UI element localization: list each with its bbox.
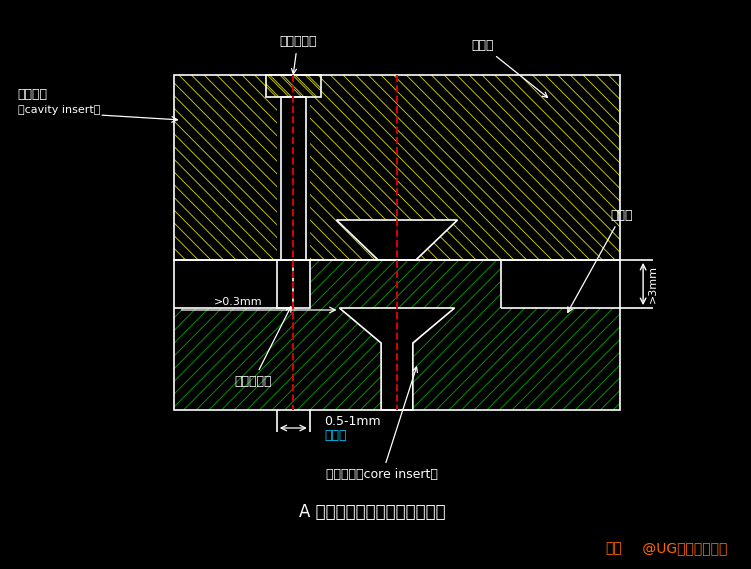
Bar <box>277 260 309 308</box>
Polygon shape <box>501 260 620 308</box>
Text: 母模仁: 母模仁 <box>472 39 547 97</box>
Polygon shape <box>173 260 293 308</box>
Bar <box>266 75 321 97</box>
Text: A 有公母模仁入子时的开模状态: A 有公母模仁入子时的开模状态 <box>299 503 445 521</box>
Text: 公模仁: 公模仁 <box>568 208 633 312</box>
Polygon shape <box>336 220 457 260</box>
Text: 头条: 头条 <box>605 541 622 555</box>
Text: 0.5-1mm: 0.5-1mm <box>324 414 382 427</box>
Polygon shape <box>339 308 454 410</box>
Bar <box>173 75 620 260</box>
Bar <box>277 260 309 308</box>
Text: （cavity insert）: （cavity insert） <box>18 105 100 115</box>
Bar <box>277 97 309 260</box>
Text: 公模入子（core insert）: 公模入子（core insert） <box>326 367 438 481</box>
Text: 母模入子: 母模入子 <box>18 88 48 101</box>
Bar <box>281 97 306 260</box>
Text: 母模入子孔: 母模入子孔 <box>279 35 316 74</box>
Text: 公模入子孔: 公模入子孔 <box>234 307 291 388</box>
Text: 的间隙: 的间隙 <box>324 428 347 442</box>
Text: >0.3mm: >0.3mm <box>213 297 262 307</box>
Text: @UG模具设计视频: @UG模具设计视频 <box>638 541 728 555</box>
Text: >3mm: >3mm <box>648 265 658 303</box>
Bar <box>173 260 620 410</box>
